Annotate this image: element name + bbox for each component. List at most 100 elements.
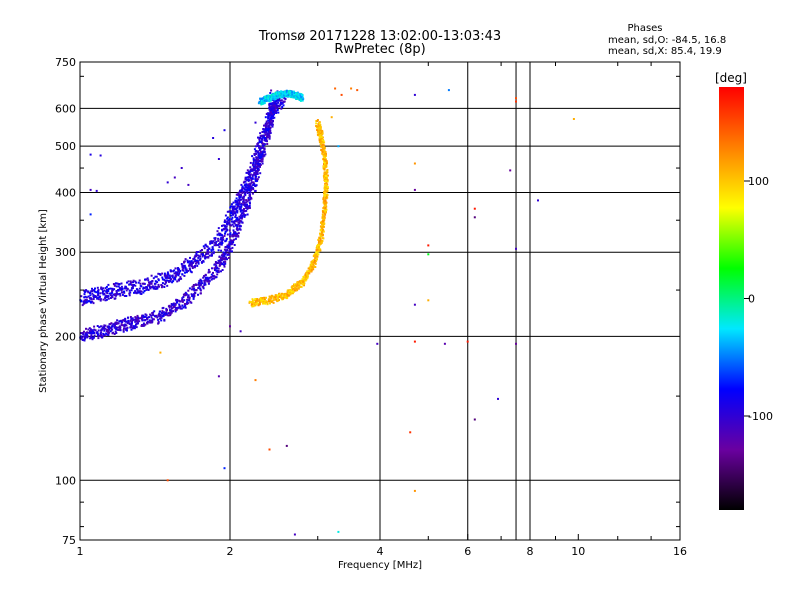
echo-point (219, 241, 222, 244)
echo-point (173, 272, 176, 275)
echo-point (232, 221, 235, 224)
echo-point (317, 127, 320, 130)
echo-point (274, 100, 277, 103)
echo-point (114, 330, 117, 333)
echo-point (140, 290, 143, 293)
echo-point (254, 298, 257, 300)
echo-point (210, 250, 213, 253)
echo-point (263, 139, 266, 141)
echo-point (111, 325, 114, 328)
echo-point (168, 306, 171, 309)
echo-point (106, 333, 109, 336)
echo-point (204, 278, 207, 281)
echo-point (129, 326, 132, 329)
echo-point (314, 262, 317, 265)
echo-point (134, 316, 137, 319)
echo-point (232, 233, 235, 235)
echo-point (325, 173, 328, 175)
echo-point (301, 94, 304, 96)
echo-point (148, 283, 151, 286)
echo-point (251, 174, 254, 177)
echo-point (240, 216, 243, 219)
echo-point (267, 117, 270, 120)
echo-point (274, 99, 277, 102)
echo-point (109, 297, 112, 299)
echo-point (264, 300, 267, 303)
echo-point (221, 229, 224, 232)
echo-point (114, 294, 117, 297)
echo-point (143, 287, 146, 290)
echo-point (148, 321, 151, 324)
echo-point (142, 291, 145, 294)
echo-point (131, 326, 134, 329)
echo-point (113, 294, 116, 297)
echo-point (185, 268, 188, 271)
echo-point (256, 302, 259, 305)
echo-point (319, 235, 322, 238)
echo-point (252, 169, 255, 172)
echo-point (217, 375, 220, 378)
echo-point (257, 136, 259, 139)
echo-point (130, 328, 133, 331)
echo-point (117, 289, 120, 292)
echo-point (266, 140, 268, 143)
echo-point (133, 291, 135, 294)
echo-point (239, 216, 242, 219)
echo-point (226, 216, 229, 219)
echo-point (188, 260, 191, 263)
echo-point (251, 175, 254, 178)
echo-point (107, 330, 109, 333)
echo-point (111, 288, 114, 291)
echo-point (112, 331, 115, 334)
echo-point (226, 220, 229, 223)
echo-point (121, 287, 124, 290)
echo-point (99, 299, 102, 302)
echo-point (105, 285, 108, 288)
echo-point (217, 270, 220, 272)
echo-point (188, 297, 191, 300)
echo-point (515, 342, 517, 345)
echo-point (84, 290, 87, 293)
echo-point (207, 278, 210, 281)
echo-point (266, 135, 268, 138)
echo-point (224, 258, 227, 261)
echo-point (376, 342, 379, 345)
echo-point (312, 259, 315, 262)
echo-point (236, 211, 239, 214)
echo-point (124, 285, 127, 288)
echo-point (240, 217, 243, 220)
x-tick-label: 2 (227, 545, 234, 558)
echo-point (186, 301, 189, 304)
echo-point (249, 182, 252, 185)
echo-point (307, 267, 310, 270)
echo-point (216, 230, 219, 233)
echo-point (297, 284, 300, 287)
echo-point (236, 200, 239, 203)
echo-point (310, 263, 313, 266)
echo-point (324, 176, 327, 179)
echo-point (317, 246, 320, 249)
echo-point (321, 231, 324, 234)
echo-point (248, 194, 251, 197)
echo-point (262, 136, 265, 139)
echo-point (212, 271, 214, 274)
echo-point (285, 89, 288, 92)
echo-point (234, 216, 237, 218)
echo-point (257, 176, 260, 179)
echo-point (107, 290, 110, 292)
echo-point (205, 253, 207, 256)
echo-point (232, 201, 235, 204)
echo-point (258, 100, 261, 103)
echo-point (96, 297, 99, 300)
echo-point (247, 183, 250, 186)
echo-point (323, 171, 326, 174)
echo-point (266, 301, 269, 304)
echo-point (204, 243, 207, 246)
echo-point (318, 141, 321, 143)
echo-point (291, 290, 294, 293)
echo-point (244, 203, 247, 206)
echo-point (83, 293, 86, 296)
echo-point (156, 316, 159, 319)
echo-point (123, 327, 125, 330)
echo-point (112, 283, 115, 285)
